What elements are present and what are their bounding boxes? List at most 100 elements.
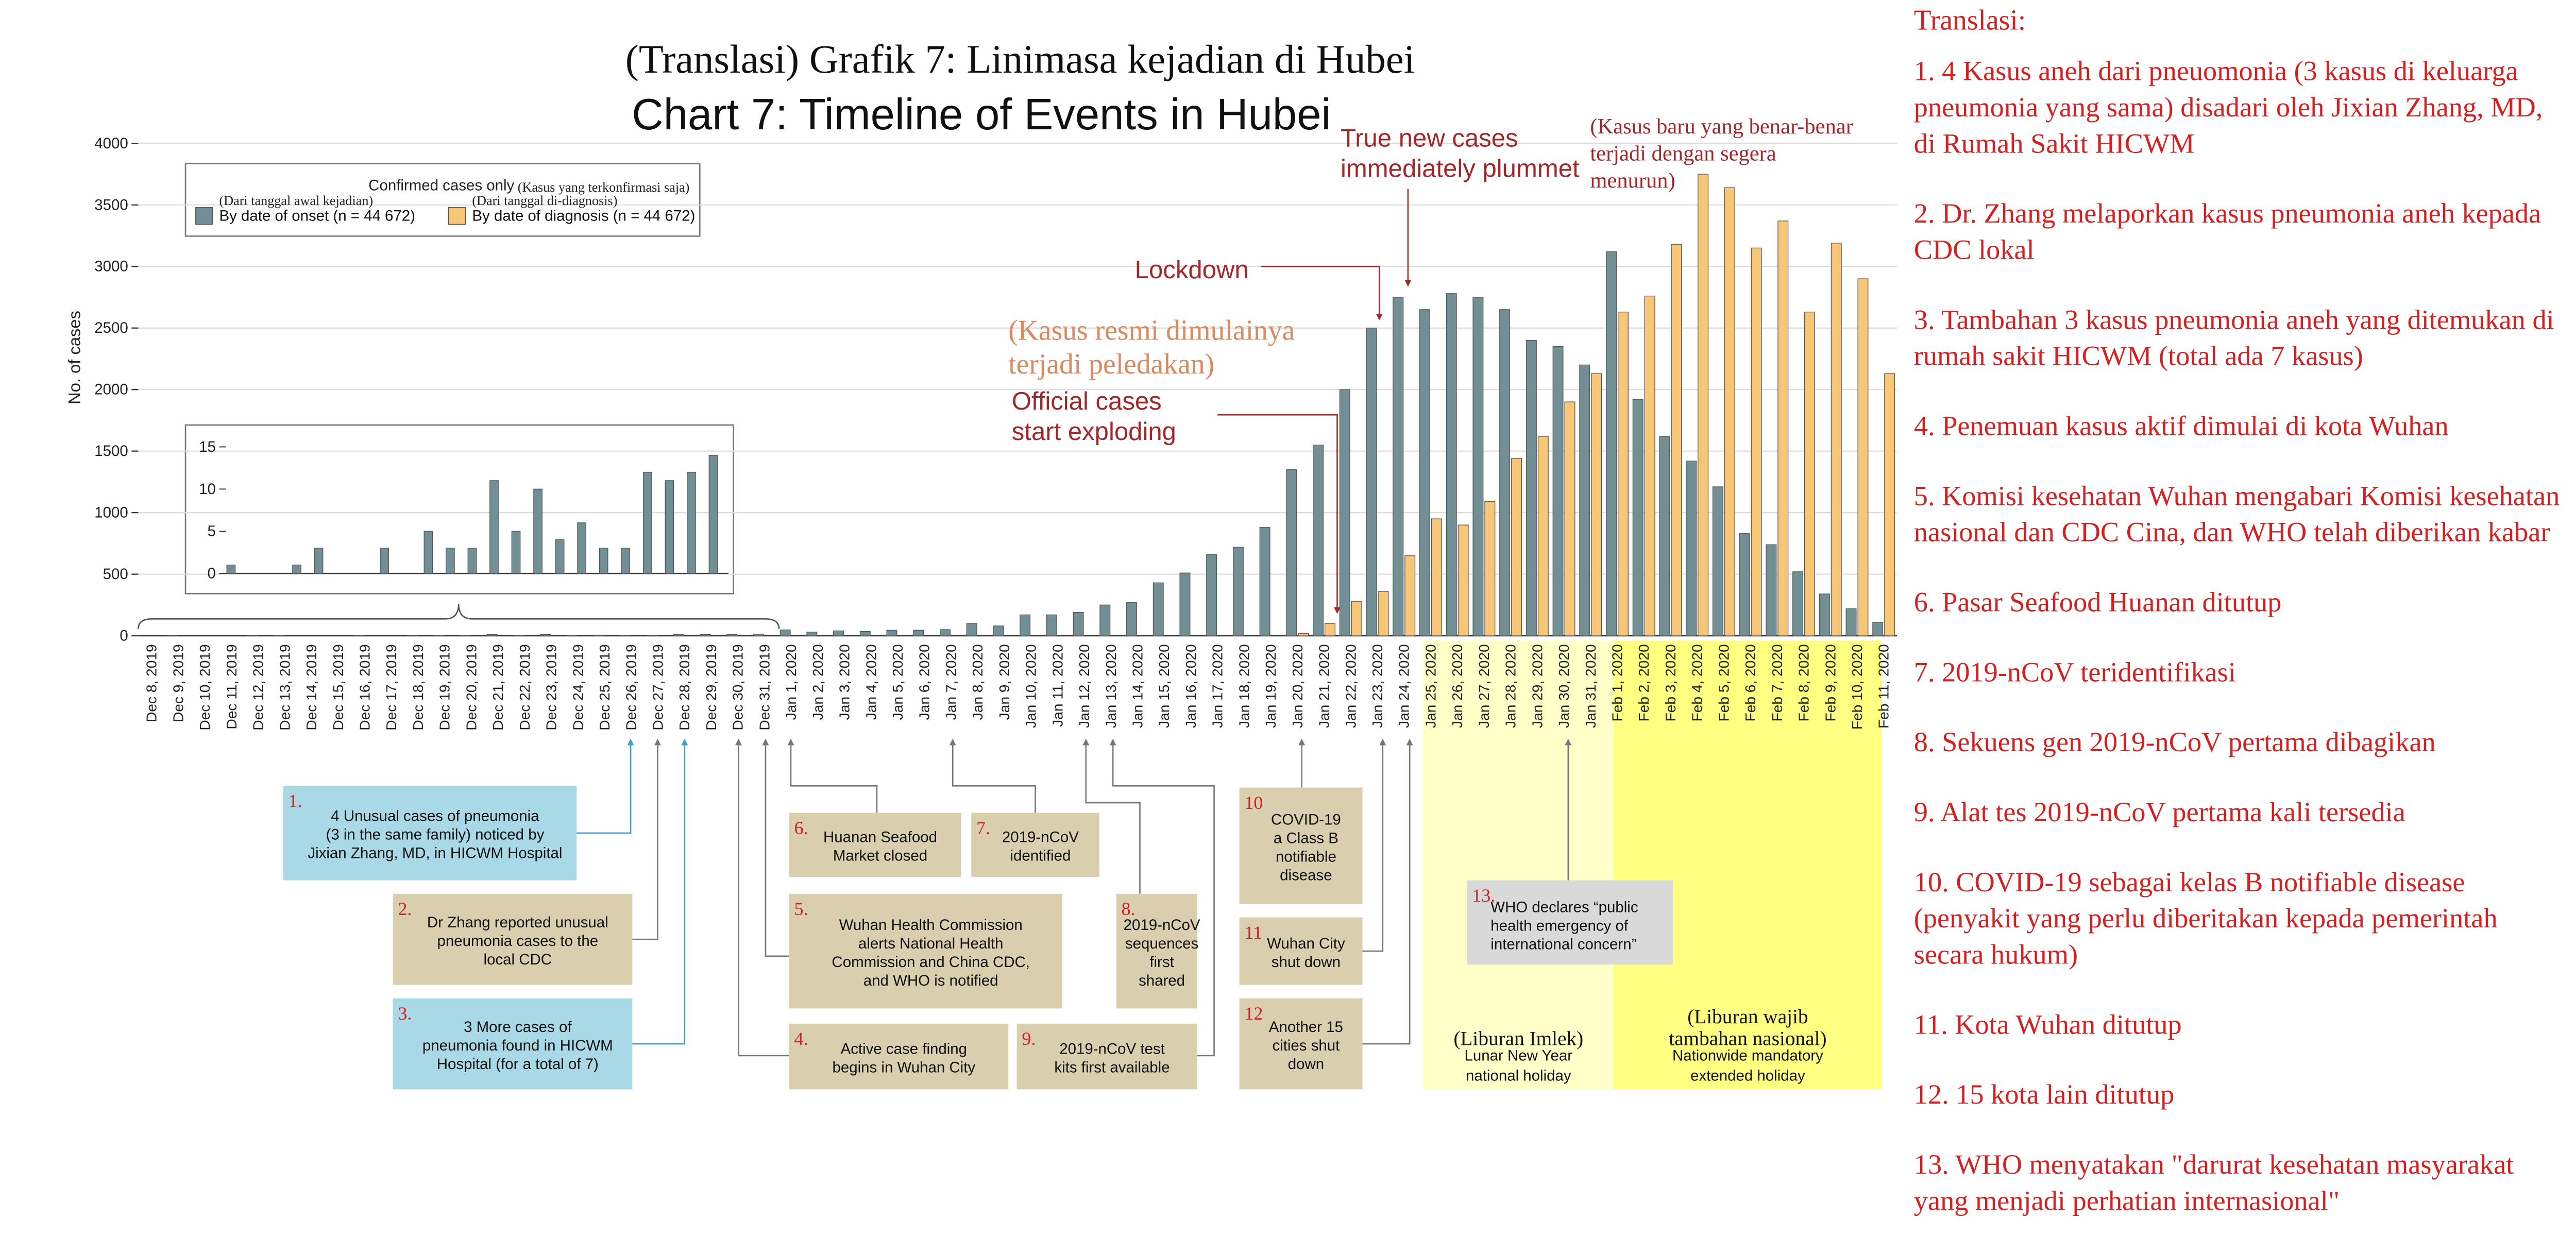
bar xyxy=(1325,623,1335,636)
event-text: Wuhan City xyxy=(1267,935,1345,952)
bar xyxy=(1804,311,1815,636)
bar xyxy=(1259,527,1270,636)
translation-item: 8. Sekuens gen 2019-nCoV pertama dibagik… xyxy=(1914,726,2436,757)
event-box xyxy=(283,786,577,881)
x-tick-label: Jan 6, 2020 xyxy=(917,644,933,720)
x-tick-label: Dec 28, 2019 xyxy=(676,644,692,730)
x-tick-label: Dec 23, 2019 xyxy=(544,644,560,730)
event-text: international concern” xyxy=(1490,936,1636,953)
x-tick-label: Dec 10, 2019 xyxy=(197,644,213,730)
event-text: 2019-nCoV xyxy=(1124,917,1200,934)
bar xyxy=(1206,554,1217,636)
x-tick-label: Jan 5, 2020 xyxy=(890,644,906,720)
event-text: notifiable xyxy=(1276,848,1336,865)
inset-bar xyxy=(226,564,236,574)
translation-item: 5. Komisi kesehatan Wuhan mengabari Komi… xyxy=(1914,480,2560,511)
event-connector xyxy=(949,738,1036,813)
inset-bar xyxy=(599,548,608,574)
bar xyxy=(1366,328,1377,636)
inset-tick-label: 0 xyxy=(208,565,216,582)
event-connector xyxy=(1362,738,1386,952)
bar xyxy=(513,635,524,636)
bar xyxy=(1499,309,1511,636)
translation-item: nasional dan CDC Cina, dan WHO telah dib… xyxy=(1914,517,2550,548)
holiday-label: Nationwide mandatory xyxy=(1672,1047,1823,1064)
x-tick-label: Dec 12, 2019 xyxy=(250,644,266,730)
event-text: 2019-nCoV test xyxy=(1059,1040,1165,1057)
translation-item: 9. Alat tes 2019-nCoV pertama kali terse… xyxy=(1914,797,2405,827)
holiday-region xyxy=(1614,640,1882,1090)
event-text: Commission and China CDC, xyxy=(832,954,1029,971)
x-tick-label: Jan 13, 2020 xyxy=(1103,644,1119,728)
event-connector xyxy=(632,738,688,1045)
legend-swatch xyxy=(195,207,213,225)
legend-label: By date of onset (n = 44 672) xyxy=(219,208,415,225)
x-tick-label: Feb 2, 2020 xyxy=(1636,644,1652,721)
x-tick-label: Jan 11, 2020 xyxy=(1049,644,1065,727)
bar xyxy=(460,635,471,636)
inset-bar xyxy=(489,480,499,574)
y-tick-label: 4000 xyxy=(94,135,128,152)
x-tick-label: Dec 16, 2019 xyxy=(357,644,373,730)
annotation: menurun) xyxy=(1590,168,1675,193)
bar xyxy=(566,635,578,636)
y-tick-label: 3500 xyxy=(94,196,128,213)
event-text: identified xyxy=(1010,848,1071,865)
bar xyxy=(1792,571,1804,636)
y-tick-label: 500 xyxy=(103,566,128,583)
bar xyxy=(353,635,365,636)
x-tick-label: Feb 11, 2020 xyxy=(1876,644,1892,729)
bar xyxy=(1591,373,1602,636)
event-text: a Class B xyxy=(1274,829,1338,846)
translation-item: 10. COVID-19 sebagai kelas B notifiable … xyxy=(1914,867,2465,898)
y-tick-label: 0 xyxy=(120,628,128,645)
bar xyxy=(1020,614,1031,636)
bar xyxy=(1671,244,1682,636)
bar xyxy=(673,634,684,636)
inset-bar xyxy=(380,548,389,574)
inset-bar xyxy=(577,522,587,574)
x-tick-label: Dec 26, 2019 xyxy=(623,644,639,730)
x-tick-label: Jan 4, 2020 xyxy=(863,644,879,720)
bar xyxy=(753,634,764,636)
legend-swatch xyxy=(448,207,466,225)
bar xyxy=(1552,346,1564,636)
annotation: Official cases xyxy=(1012,387,1162,415)
x-tick-label: Jan 8, 2020 xyxy=(970,644,986,720)
y-tick-label: 1000 xyxy=(94,504,128,521)
event-text: health emergency of xyxy=(1490,917,1629,934)
event-text: disease xyxy=(1280,867,1332,884)
legend-title-translation: (Kasus yang terkonfirmasi saja) xyxy=(518,180,690,195)
event-number: 2. xyxy=(398,899,412,919)
event-text: Jixian Zhang, MD, in HICWM Hospital xyxy=(308,845,562,862)
annotation: start exploding xyxy=(1012,418,1176,446)
event-number: 10 xyxy=(1244,792,1263,813)
bar xyxy=(1419,309,1430,636)
x-tick-label: Dec 27, 2019 xyxy=(650,644,666,730)
holiday-translation: (Liburan wajib xyxy=(1687,1006,1808,1028)
event-number: 1. xyxy=(289,791,302,811)
event-number: 13. xyxy=(1472,885,1495,906)
inset-box xyxy=(184,424,735,595)
event-connector xyxy=(577,738,634,834)
x-tick-label: Jan 20, 2020 xyxy=(1290,644,1306,728)
x-tick-label: Dec 14, 2019 xyxy=(303,644,319,730)
event-text: 3 More cases of xyxy=(464,1019,572,1036)
x-tick-label: Feb 4, 2020 xyxy=(1689,644,1705,721)
event-text: COVID-19 xyxy=(1271,811,1341,828)
bar xyxy=(913,630,924,636)
chart-title-translation: (Translasi) Grafik 7: Linimasa kejadian … xyxy=(625,37,1415,81)
event-connector xyxy=(762,738,789,957)
bar xyxy=(273,635,284,636)
holiday-label: extended holiday xyxy=(1690,1068,1805,1085)
inset-bar xyxy=(642,471,652,574)
event-number: 4. xyxy=(794,1028,808,1049)
x-tick-label: Feb 7, 2020 xyxy=(1769,644,1785,721)
event-box xyxy=(789,893,1062,1009)
event-connector xyxy=(1109,738,1215,1057)
y-tick-label: 3000 xyxy=(94,258,128,275)
event-text: Huanan Seafood xyxy=(823,829,937,846)
x-tick-label: Jan 9, 2020 xyxy=(996,644,1012,720)
event-connector xyxy=(735,738,789,1057)
x-tick-label: Dec 11, 2019 xyxy=(224,644,240,729)
